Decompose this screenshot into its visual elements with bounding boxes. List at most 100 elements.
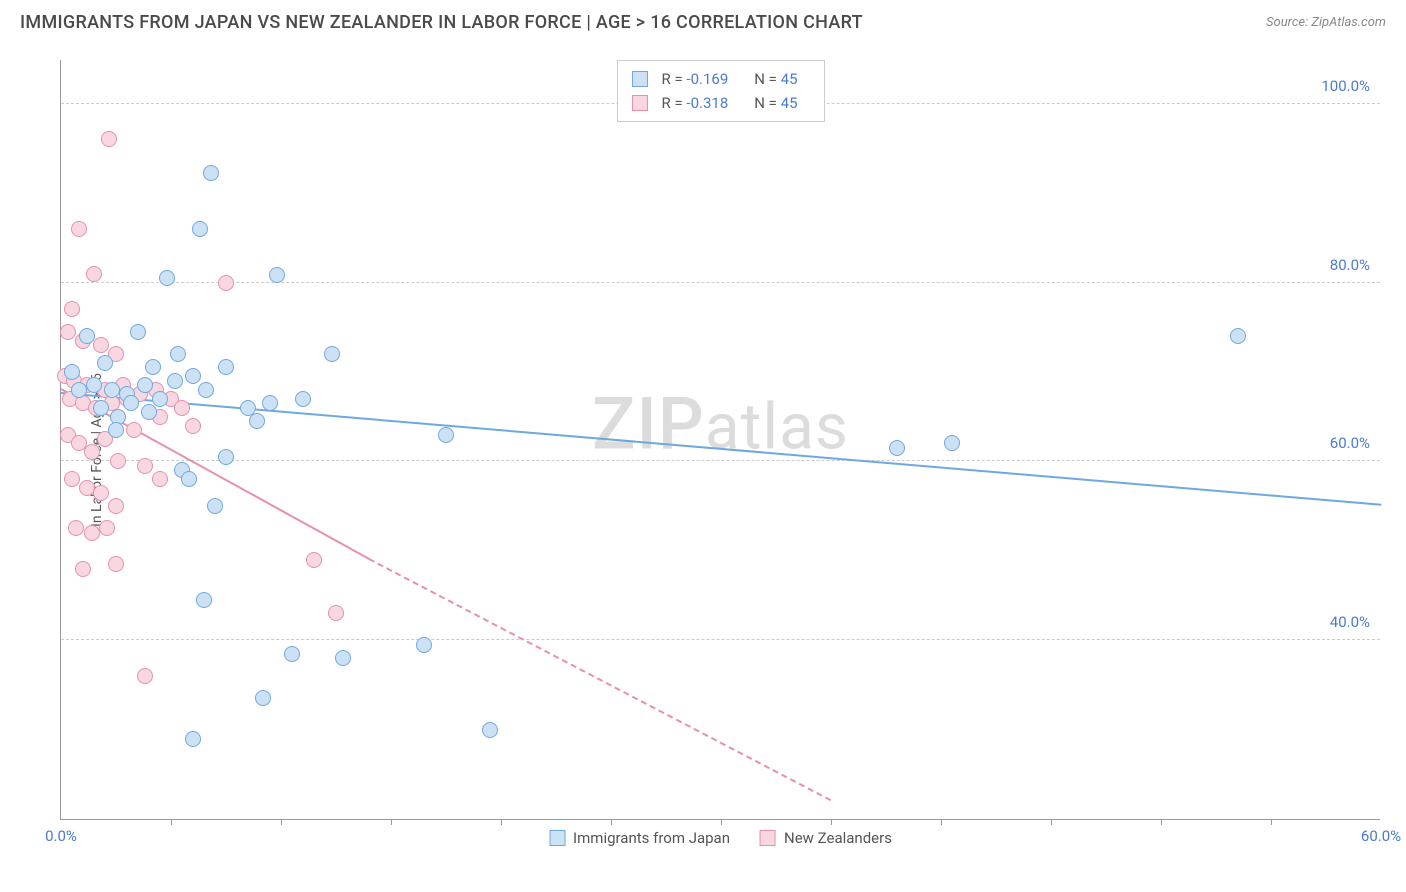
gridline — [61, 282, 1380, 283]
x-tick-mark — [611, 819, 612, 825]
scatter-point-nz — [71, 221, 87, 237]
scatter-point-japan — [944, 435, 960, 451]
scatter-point-japan — [335, 650, 351, 666]
scatter-point-japan — [207, 498, 223, 514]
correlation-legend: R = -0.169 N = 45 R = -0.318 N = 45 — [616, 60, 824, 122]
x-tick-mark — [391, 819, 392, 825]
scatter-point-japan — [255, 690, 271, 706]
x-tick-mark — [171, 819, 172, 825]
scatter-point-nz — [126, 422, 142, 438]
scatter-point-japan — [152, 391, 168, 407]
scatter-point-japan — [93, 400, 109, 416]
scatter-point-japan — [482, 722, 498, 738]
scatter-point-japan — [167, 373, 183, 389]
scatter-point-nz — [328, 605, 344, 621]
scatter-point-japan — [97, 355, 113, 371]
scatter-point-nz — [93, 337, 109, 353]
chart-container: In Labor Force | Age > 16 ZIPatlas R = -… — [50, 50, 1390, 850]
scatter-point-japan — [284, 646, 300, 662]
gridline — [61, 639, 1380, 640]
swatch-japan — [631, 71, 647, 87]
scatter-point-japan — [104, 382, 120, 398]
scatter-point-japan — [123, 395, 139, 411]
legend-item-japan: Immigrants from Japan — [549, 829, 730, 847]
scatter-point-japan — [137, 377, 153, 393]
x-tick-mark — [831, 819, 832, 825]
scatter-point-japan — [889, 440, 905, 456]
swatch-japan-icon — [549, 830, 565, 846]
scatter-point-nz — [64, 301, 80, 317]
legend-item-nz: New Zealanders — [760, 829, 892, 847]
scatter-point-japan — [218, 359, 234, 375]
scatter-point-nz — [60, 324, 76, 340]
scatter-point-nz — [174, 400, 190, 416]
scatter-point-japan — [145, 359, 161, 375]
scatter-point-japan — [130, 324, 146, 340]
scatter-point-japan — [185, 368, 201, 384]
scatter-point-nz — [137, 668, 153, 684]
chart-title: IMMIGRANTS FROM JAPAN VS NEW ZEALANDER I… — [20, 12, 863, 33]
scatter-point-nz — [68, 520, 84, 536]
x-tick-mark — [281, 819, 282, 825]
scatter-point-japan — [196, 592, 212, 608]
x-tick-mark — [1161, 819, 1162, 825]
x-tick-mark — [721, 819, 722, 825]
scatter-point-nz — [86, 266, 102, 282]
scatter-point-japan — [181, 471, 197, 487]
scatter-point-japan — [262, 395, 278, 411]
scatter-point-japan — [108, 422, 124, 438]
y-tick-label: 60.0% — [1330, 434, 1370, 452]
scatter-point-nz — [93, 485, 109, 501]
scatter-point-nz — [84, 444, 100, 460]
plot-area: ZIPatlas R = -0.169 N = 45 R = -0.318 N … — [60, 60, 1380, 820]
x-tick-mark — [501, 819, 502, 825]
x-tick-mark — [1051, 819, 1052, 825]
scatter-point-japan — [269, 267, 285, 283]
scatter-point-nz — [108, 498, 124, 514]
scatter-point-nz — [108, 556, 124, 572]
scatter-point-nz — [185, 418, 201, 434]
scatter-point-nz — [75, 561, 91, 577]
scatter-point-japan — [218, 449, 234, 465]
scatter-point-japan — [249, 413, 265, 429]
scatter-point-nz — [306, 552, 322, 568]
scatter-point-nz — [64, 471, 80, 487]
watermark: ZIPatlas — [592, 382, 849, 467]
scatter-point-japan — [141, 404, 157, 420]
scatter-point-japan — [170, 346, 186, 362]
scatter-point-nz — [84, 525, 100, 541]
scatter-point-japan — [159, 270, 175, 286]
source-attribution: Source: ZipAtlas.com — [1266, 15, 1386, 30]
scatter-point-japan — [198, 382, 214, 398]
scatter-point-japan — [1230, 328, 1246, 344]
scatter-point-nz — [137, 458, 153, 474]
scatter-point-nz — [152, 471, 168, 487]
y-tick-label: 80.0% — [1330, 256, 1370, 274]
scatter-point-japan — [86, 377, 102, 393]
series-legend: Immigrants from Japan New Zealanders — [549, 829, 892, 847]
legend-row-nz: R = -0.318 N = 45 — [631, 91, 809, 115]
scatter-point-japan — [71, 382, 87, 398]
scatter-point-japan — [64, 364, 80, 380]
scatter-point-japan — [79, 328, 95, 344]
scatter-point-nz — [99, 520, 115, 536]
y-tick-label: 100.0% — [1321, 77, 1370, 95]
swatch-nz — [631, 95, 647, 111]
legend-row-japan: R = -0.169 N = 45 — [631, 67, 809, 91]
scatter-point-japan — [185, 731, 201, 747]
swatch-nz-icon — [760, 830, 776, 846]
scatter-point-nz — [101, 131, 117, 147]
y-tick-label: 40.0% — [1330, 613, 1370, 631]
trend-line — [369, 558, 832, 801]
scatter-point-japan — [203, 165, 219, 181]
scatter-point-japan — [192, 221, 208, 237]
scatter-point-japan — [416, 637, 432, 653]
x-tick-label: 0.0% — [45, 827, 77, 845]
x-tick-label: 60.0% — [1361, 827, 1401, 845]
scatter-point-japan — [324, 346, 340, 362]
scatter-point-nz — [218, 275, 234, 291]
scatter-point-japan — [438, 427, 454, 443]
x-tick-mark — [1271, 819, 1272, 825]
scatter-point-japan — [295, 391, 311, 407]
x-tick-mark — [941, 819, 942, 825]
